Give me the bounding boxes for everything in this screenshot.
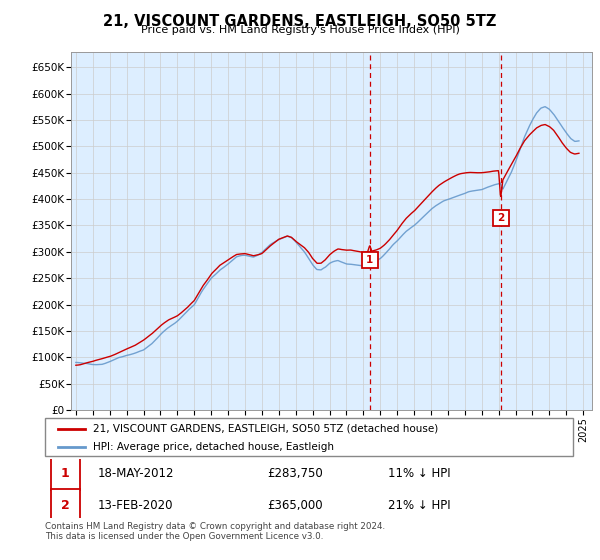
Text: Contains HM Land Registry data © Crown copyright and database right 2024.
This d: Contains HM Land Registry data © Crown c… — [45, 522, 385, 542]
Text: 2: 2 — [497, 213, 504, 222]
Text: 21, VISCOUNT GARDENS, EASTLEIGH, SO50 5TZ (detached house): 21, VISCOUNT GARDENS, EASTLEIGH, SO50 5T… — [92, 424, 438, 434]
Text: 18-MAY-2012: 18-MAY-2012 — [98, 468, 175, 480]
Text: 21, VISCOUNT GARDENS, EASTLEIGH, SO50 5TZ: 21, VISCOUNT GARDENS, EASTLEIGH, SO50 5T… — [103, 14, 497, 29]
Text: 11% ↓ HPI: 11% ↓ HPI — [388, 468, 451, 480]
Text: £283,750: £283,750 — [267, 468, 323, 480]
Text: Price paid vs. HM Land Registry's House Price Index (HPI): Price paid vs. HM Land Registry's House … — [140, 25, 460, 35]
Text: HPI: Average price, detached house, Eastleigh: HPI: Average price, detached house, East… — [92, 442, 334, 452]
Text: 21% ↓ HPI: 21% ↓ HPI — [388, 498, 451, 512]
Text: 1: 1 — [61, 468, 70, 480]
Bar — [50, 458, 80, 491]
Text: 13-FEB-2020: 13-FEB-2020 — [98, 498, 173, 512]
Text: £365,000: £365,000 — [267, 498, 322, 512]
Bar — [50, 489, 80, 521]
Text: 1: 1 — [366, 255, 373, 265]
Text: 2: 2 — [61, 498, 70, 512]
